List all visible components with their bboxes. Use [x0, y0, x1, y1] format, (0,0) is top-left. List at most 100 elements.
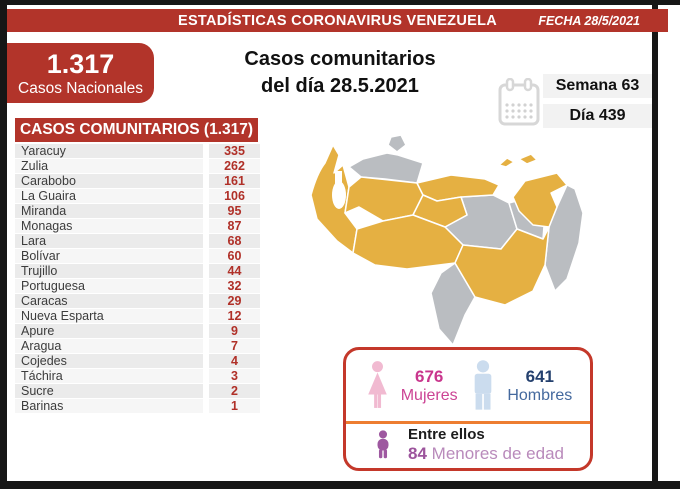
state-name: Yaracuy: [15, 144, 203, 158]
state-value: 60: [209, 249, 260, 263]
state-name: Caracas: [15, 294, 203, 308]
woman-icon: [364, 358, 391, 414]
state-value: 95: [209, 204, 260, 218]
state-value: 2: [209, 384, 260, 398]
header-title: ESTADÍSTICAS CORONAVIRUS VENEZUELA: [177, 12, 498, 29]
minors-line: 84 Menores de edad: [408, 444, 564, 464]
table-row: Zulia 262: [15, 159, 260, 174]
state-name: Trujillo: [15, 264, 203, 278]
national-cases-value: 1.317: [46, 48, 115, 79]
table-row: Sucre 2: [15, 384, 260, 399]
map-state-gray: [544, 184, 584, 292]
state-name: Zulia: [15, 159, 203, 173]
national-cases-label: Casos Nacionales: [18, 79, 143, 97]
state-value: 262: [209, 159, 260, 173]
man-icon: [469, 358, 497, 414]
map-island: [518, 153, 538, 165]
map-state-orange: [512, 172, 568, 228]
state-name: Miranda: [15, 204, 203, 218]
men-label: Hombres: [507, 386, 573, 404]
state-name: Barinas: [15, 399, 203, 413]
map-state-gray: [387, 134, 407, 153]
minors-label: Menores de edad: [426, 444, 564, 463]
table-row: Carabobo 161: [15, 174, 260, 189]
gender-stats-row: 676 Mujeres 641 Hombres: [346, 350, 590, 424]
state-value: 87: [209, 219, 260, 233]
page-title: Casos comunitarios del día 28.5.2021: [175, 46, 505, 100]
table-row: La Guaira 106: [15, 189, 260, 204]
state-name: Cojedes: [15, 354, 203, 368]
table-row: Cojedes 4: [15, 354, 260, 369]
state-value: 44: [209, 264, 260, 278]
state-value: 32: [209, 279, 260, 293]
state-name: Portuguesa: [15, 279, 203, 293]
national-cases-box: 1.317 Casos Nacionales: [7, 43, 154, 103]
table-row: Miranda 95: [15, 204, 260, 219]
header-bar: ESTADÍSTICAS CORONAVIRUS VENEZUELA FECHA…: [7, 9, 668, 32]
map-gulf: [335, 171, 342, 185]
state-value: 9: [209, 324, 260, 338]
calendar-icon: [497, 77, 541, 128]
state-name: La Guaira: [15, 189, 203, 203]
state-name: Táchira: [15, 369, 203, 383]
state-value: 68: [209, 234, 260, 248]
map-state-orange: [344, 176, 424, 222]
map-state-orange: [454, 226, 550, 306]
minors-row: Entre ellos 84 Menores de edad: [346, 424, 590, 468]
state-value: 161: [209, 174, 260, 188]
header-date: FECHA 28/5/2021: [538, 13, 640, 28]
venezuela-map: [303, 133, 587, 347]
table-row: Apure 9: [15, 324, 260, 339]
state-value: 29: [209, 294, 260, 308]
table-row: Lara 68: [15, 234, 260, 249]
table-row: Bolívar 60: [15, 249, 260, 264]
table-row: Barinas 1: [15, 399, 260, 414]
community-cases-table-header: CASOS COMUNITARIOS (1.317): [15, 118, 258, 142]
week-badge: Semana 63: [543, 74, 652, 98]
state-name: Sucre: [15, 384, 203, 398]
minors-intro: Entre ellos: [408, 426, 485, 443]
table-row: Caracas 29: [15, 294, 260, 309]
map-island: [498, 157, 515, 168]
table-row: Portuguesa 32: [15, 279, 260, 294]
table-row: Táchira 3: [15, 369, 260, 384]
community-cases-table: Yaracuy 335 Zulia 262 Carabobo 161 La Guair…: [15, 144, 260, 414]
minors-count: 84: [408, 444, 427, 463]
state-name: Aragua: [15, 339, 203, 353]
women-label: Mujeres: [400, 386, 458, 404]
page-title-line2: del día 28.5.2021: [261, 75, 419, 97]
frame-bottom-edge: [0, 481, 680, 489]
state-name: Bolívar: [15, 249, 203, 263]
map-lake-maracaibo: [332, 181, 346, 209]
map-state-orange: [352, 214, 464, 270]
state-value: 335: [209, 144, 260, 158]
state-name: Apure: [15, 324, 203, 338]
state-name: Nueva Esparta: [15, 309, 203, 323]
state-name: Monagas: [15, 219, 203, 233]
state-value: 1: [209, 399, 260, 413]
men-group: 641 Hombres: [469, 358, 572, 414]
women-count: 676: [414, 366, 444, 386]
state-value: 3: [209, 369, 260, 383]
women-group: 676 Mujeres: [364, 358, 458, 414]
state-name: Carabobo: [15, 174, 203, 188]
page-title-line1: Casos comunitarios: [244, 48, 436, 70]
men-count: 641: [525, 366, 554, 386]
state-value: 106: [209, 189, 260, 203]
state-value: 7: [209, 339, 260, 353]
table-row: Monagas 87: [15, 219, 260, 234]
table-row: Yaracuy 335: [15, 144, 260, 159]
child-icon: [372, 426, 394, 464]
state-name: Lara: [15, 234, 203, 248]
gender-stats-box: 676 Mujeres 641 Hombres: [343, 347, 593, 471]
table-row: Trujillo 44: [15, 264, 260, 279]
state-value: 12: [209, 309, 260, 323]
map-state-gray: [430, 262, 476, 346]
frame-left-edge: [0, 0, 7, 489]
day-badge: Día 439: [543, 104, 652, 128]
frame-top-edge: [0, 0, 680, 5]
table-row: Aragua 7: [15, 339, 260, 354]
frame-right-edge: [652, 5, 658, 481]
table-row: Nueva Esparta 12: [15, 309, 260, 324]
state-value: 4: [209, 354, 260, 368]
